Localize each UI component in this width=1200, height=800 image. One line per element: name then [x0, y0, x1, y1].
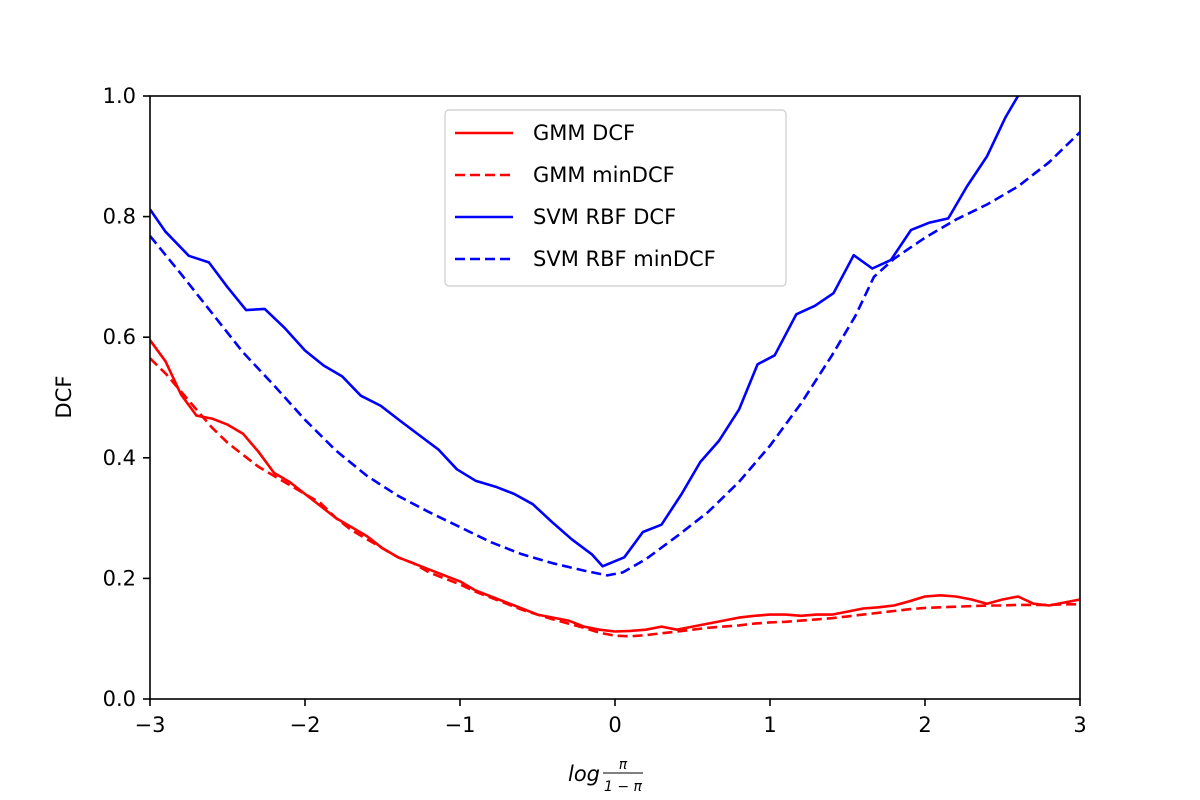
legend-frame: [444, 109, 787, 287]
series-line-svm-rbf-dcf: [150, 96, 1020, 568]
x-axis-label-denominator: 1 − π: [604, 779, 643, 795]
legend-label-gmm-mindcf: GMM minDCF: [533, 163, 675, 187]
legend-label-svm-rbf-dcf: SVM RBF DCF: [533, 205, 676, 229]
series-layer: [150, 96, 1080, 638]
series-line-gmm-mindcf: [150, 357, 1080, 638]
x-tick-label: −3: [135, 713, 166, 737]
y-tick-label: 0.0: [103, 687, 136, 711]
x-axis-label: log π 1 − π: [568, 757, 643, 795]
x-axis-label-numerator: π: [619, 757, 628, 773]
x-tick-label: −1: [445, 713, 476, 737]
y-tick-label: 0.4: [103, 446, 136, 470]
y-axis-label: DCF: [52, 376, 76, 419]
y-tick-label: 0.2: [103, 566, 136, 590]
x-tick-label: 2: [918, 713, 931, 737]
y-tick-label: 1.0: [103, 84, 136, 108]
x-axis-label-base: log: [568, 762, 600, 786]
y-tick-label: 0.8: [103, 205, 136, 229]
legend: GMM DCF GMM minDCF SVM RBF DCF SVM RBF m…: [444, 109, 787, 287]
legend-label-svm-rbf-mindcf: SVM RBF minDCF: [533, 247, 716, 271]
x-tick-label: 1: [763, 713, 776, 737]
x-tick-label: 0: [608, 713, 621, 737]
ticks-layer: −3 −2 −1 0 1 2 3 0.0 0.2 0.4 0.6 0.8 1.0: [103, 84, 1087, 737]
series-line-svm-rbf-mindcf: [150, 131, 1080, 577]
series-line-gmm-dcf: [150, 339, 1080, 633]
x-tick-label: −2: [290, 713, 321, 737]
x-tick-label: 3: [1073, 713, 1086, 737]
legend-label-gmm-dcf: GMM DCF: [533, 121, 635, 145]
y-tick-label: 0.6: [103, 325, 136, 349]
